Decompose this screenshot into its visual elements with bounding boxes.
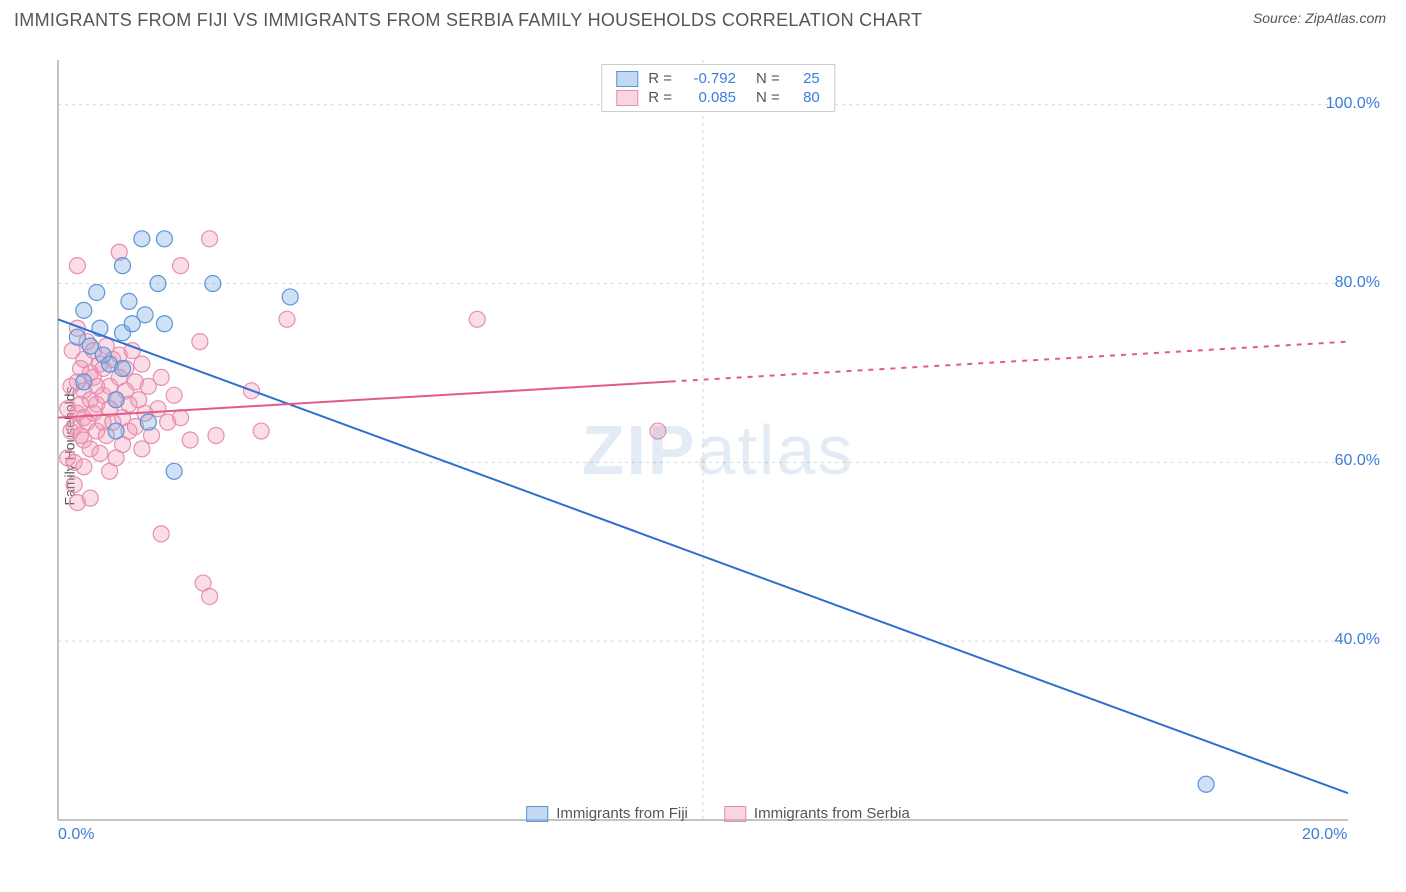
swatch-fiji xyxy=(526,806,548,822)
source-name: ZipAtlas.com xyxy=(1305,10,1386,26)
r-label: R = xyxy=(648,89,672,106)
source-prefix: Source: xyxy=(1253,10,1305,26)
r-value-serbia: 0.085 xyxy=(682,89,736,106)
chart-container: ZIPatlas R = -0.792 N = 25 R = 0.085 N =… xyxy=(48,60,1388,840)
legend-label-fiji: Immigrants from Fiji xyxy=(556,805,688,822)
r-label: R = xyxy=(648,70,672,87)
swatch-serbia xyxy=(616,90,638,106)
stat-row-serbia: R = 0.085 N = 80 xyxy=(616,88,820,107)
n-label: N = xyxy=(756,70,780,87)
swatch-serbia xyxy=(724,806,746,822)
chart-title: IMMIGRANTS FROM FIJI VS IMMIGRANTS FROM … xyxy=(14,10,922,31)
swatch-fiji xyxy=(616,71,638,87)
y-tick-label: 80.0% xyxy=(1335,274,1380,292)
legend-label-serbia: Immigrants from Serbia xyxy=(754,805,910,822)
series-legend: Immigrants from Fiji Immigrants from Ser… xyxy=(526,805,910,822)
legend-item-fiji: Immigrants from Fiji xyxy=(526,805,688,822)
y-tick-label: 60.0% xyxy=(1335,452,1380,470)
r-value-fiji: -0.792 xyxy=(682,70,736,87)
y-tick-label: 40.0% xyxy=(1335,631,1380,649)
x-tick-label: 0.0% xyxy=(58,826,94,844)
n-value-serbia: 80 xyxy=(790,89,820,106)
n-label: N = xyxy=(756,89,780,106)
correlation-scatter-chart xyxy=(48,60,1388,840)
stat-row-fiji: R = -0.792 N = 25 xyxy=(616,69,820,88)
legend-item-serbia: Immigrants from Serbia xyxy=(724,805,910,822)
x-tick-label: 20.0% xyxy=(1302,826,1347,844)
source-attribution: Source: ZipAtlas.com xyxy=(1253,10,1386,26)
y-tick-label: 100.0% xyxy=(1326,95,1380,113)
statistics-legend: R = -0.792 N = 25 R = 0.085 N = 80 xyxy=(601,64,835,112)
n-value-fiji: 25 xyxy=(790,70,820,87)
chart-header: IMMIGRANTS FROM FIJI VS IMMIGRANTS FROM … xyxy=(0,0,1406,31)
